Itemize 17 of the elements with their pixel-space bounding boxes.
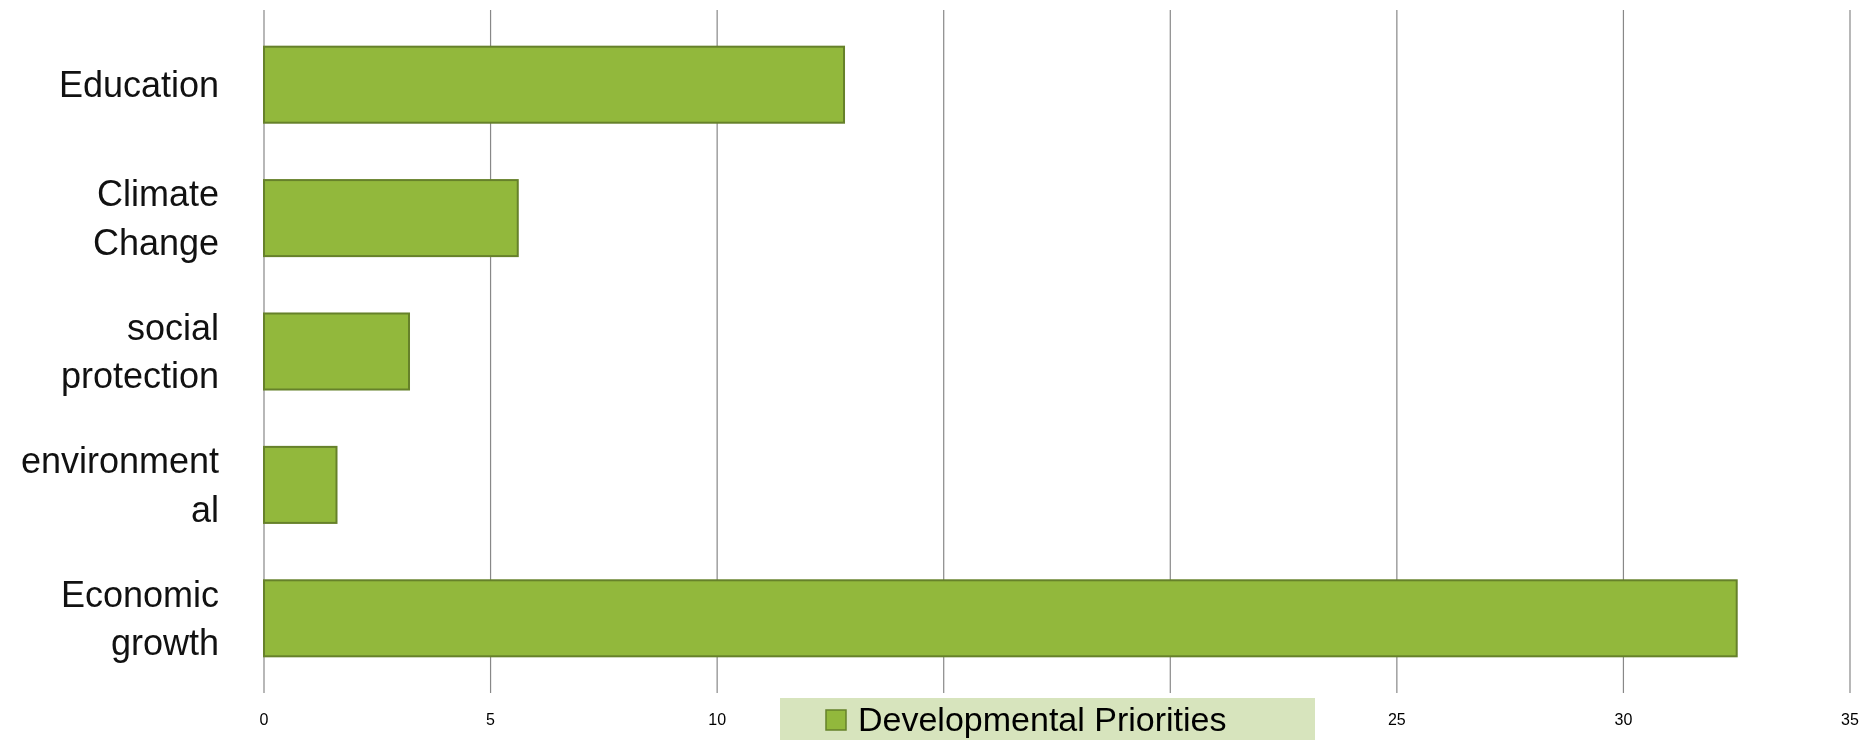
y-tick-label: Climate Change	[92, 173, 219, 263]
x-tick-label: 25	[1387, 711, 1406, 728]
x-tick-label: 30	[1614, 711, 1633, 728]
bar	[263, 45, 846, 124]
y-tick-label: Education	[58, 64, 219, 106]
y-tick-label: social protection	[60, 306, 219, 397]
bar	[263, 312, 411, 391]
bar	[263, 579, 1738, 658]
x-tick-label: 5	[486, 711, 496, 728]
x-tick-label: 0	[259, 711, 269, 728]
x-tick-label: 10	[708, 711, 727, 728]
bar	[263, 179, 519, 258]
x-tick-label: 35	[1841, 711, 1859, 728]
bar	[263, 445, 338, 524]
y-tick-label: Economic growth	[60, 573, 219, 664]
y-tick-label: environmental	[20, 440, 219, 530]
legend-label: Developmental Priorities	[858, 700, 1227, 738]
